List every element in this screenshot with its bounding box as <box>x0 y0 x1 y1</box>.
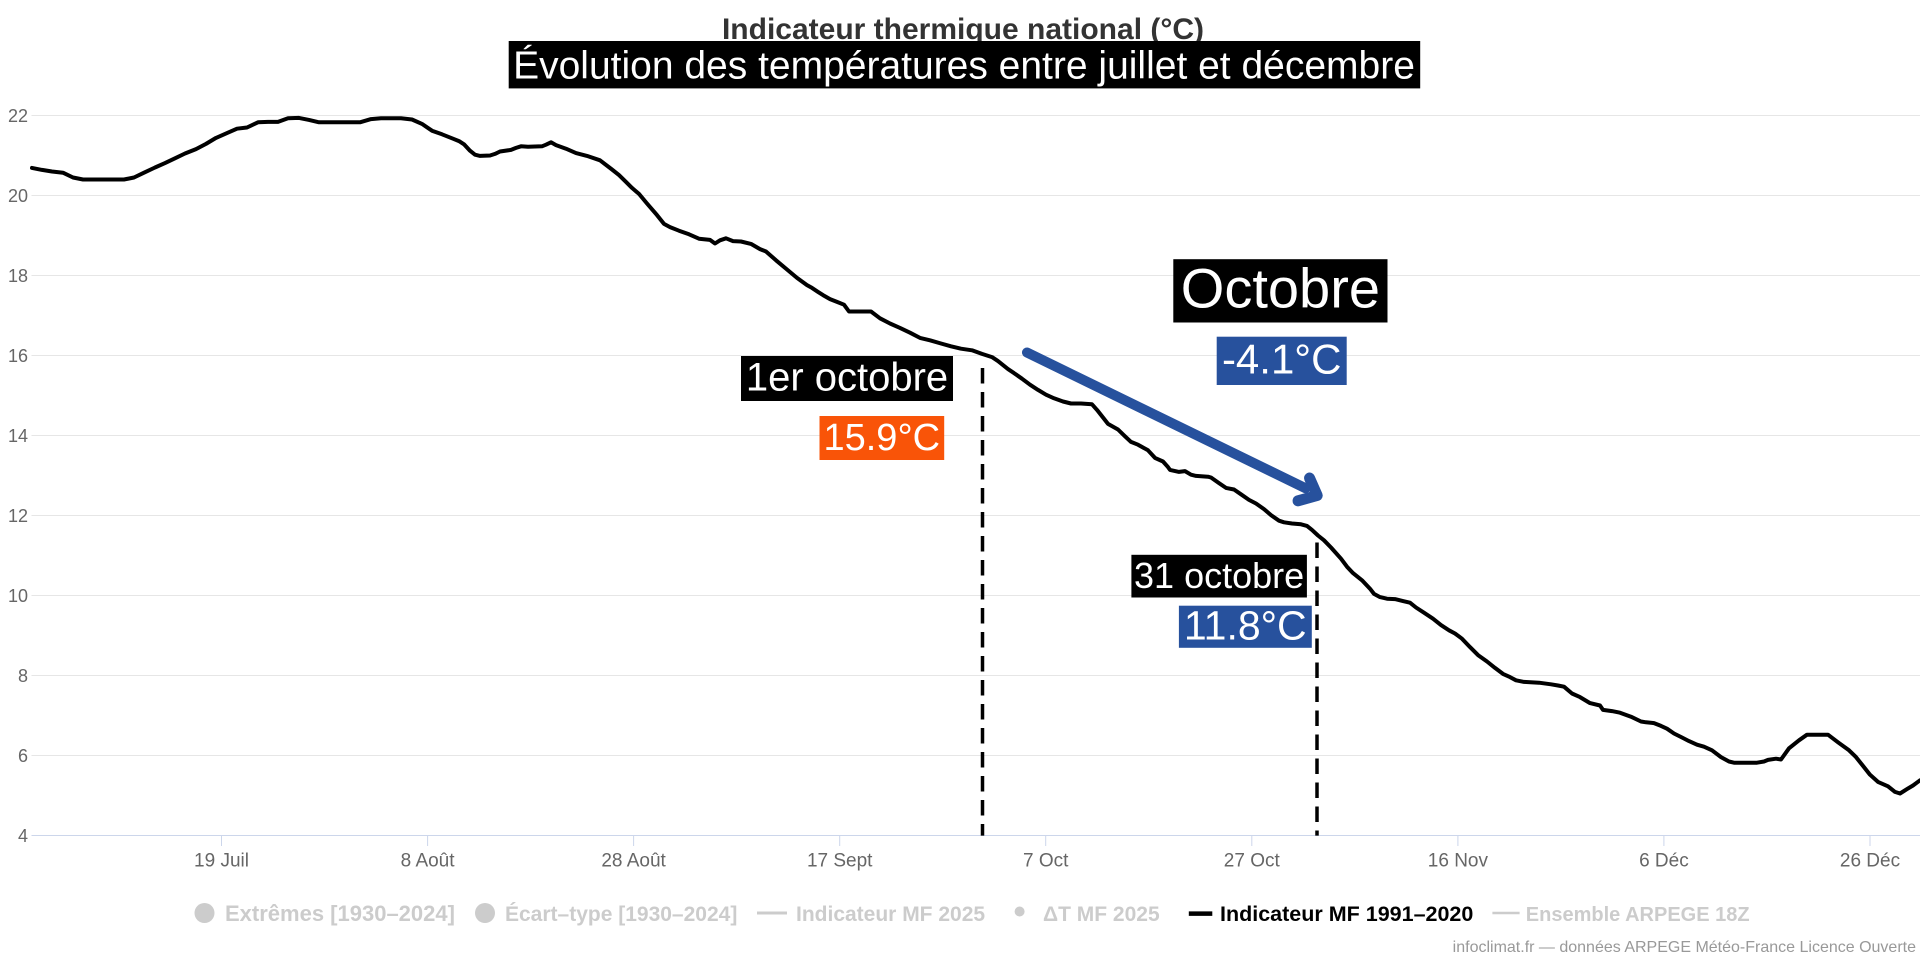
svg-text:Écart–type [1930–2024]: Écart–type [1930–2024] <box>505 903 737 926</box>
svg-text:12: 12 <box>8 506 28 526</box>
svg-text:Extrêmes [1930–2024]: Extrêmes [1930–2024] <box>225 901 455 926</box>
svg-text:6 Déc: 6 Déc <box>1639 851 1689 872</box>
svg-text:ΔT MF 2025: ΔT MF 2025 <box>1043 903 1160 926</box>
svg-text:1er octobre: 1er octobre <box>746 356 948 400</box>
svg-text:15.9°C: 15.9°C <box>823 417 940 459</box>
svg-text:7 Oct: 7 Oct <box>1023 851 1069 872</box>
svg-text:16 Nov: 16 Nov <box>1428 851 1489 872</box>
svg-text:4: 4 <box>18 826 28 846</box>
svg-text:28 Août: 28 Août <box>601 851 666 872</box>
svg-text:22: 22 <box>8 106 28 126</box>
svg-text:Ensemble ARPEGE 18Z: Ensemble ARPEGE 18Z <box>1526 904 1750 926</box>
svg-text:16: 16 <box>8 346 28 366</box>
svg-text:17 Sept: 17 Sept <box>807 851 873 872</box>
svg-text:8: 8 <box>18 666 28 686</box>
svg-text:Indicateur MF 2025: Indicateur MF 2025 <box>796 903 985 926</box>
svg-text:19 Juil: 19 Juil <box>194 851 249 872</box>
svg-text:-4.1°C: -4.1°C <box>1222 336 1342 383</box>
svg-text:infoclimat.fr — données ARPEGE: infoclimat.fr — données ARPEGE Météo-Fra… <box>1453 939 1916 956</box>
svg-text:20: 20 <box>8 186 28 206</box>
svg-text:Indicateur MF 1991–2020: Indicateur MF 1991–2020 <box>1220 902 1473 926</box>
svg-text:6: 6 <box>18 746 28 766</box>
svg-text:10: 10 <box>8 586 28 606</box>
svg-text:Indicateur thermique national: Indicateur thermique national (°C) <box>722 13 1204 46</box>
svg-text:26 Déc: 26 Déc <box>1840 851 1900 872</box>
svg-text:Octobre: Octobre <box>1181 257 1380 320</box>
svg-text:11.8°C: 11.8°C <box>1184 603 1307 649</box>
svg-text:18: 18 <box>8 266 28 286</box>
svg-text:8 Août: 8 Août <box>401 851 456 872</box>
svg-text:27 Oct: 27 Oct <box>1224 851 1281 872</box>
svg-text:14: 14 <box>8 426 28 446</box>
svg-text:31 octobre: 31 octobre <box>1134 555 1304 596</box>
svg-text:Évolution des températures ent: Évolution des températures entre juillet… <box>513 45 1415 88</box>
